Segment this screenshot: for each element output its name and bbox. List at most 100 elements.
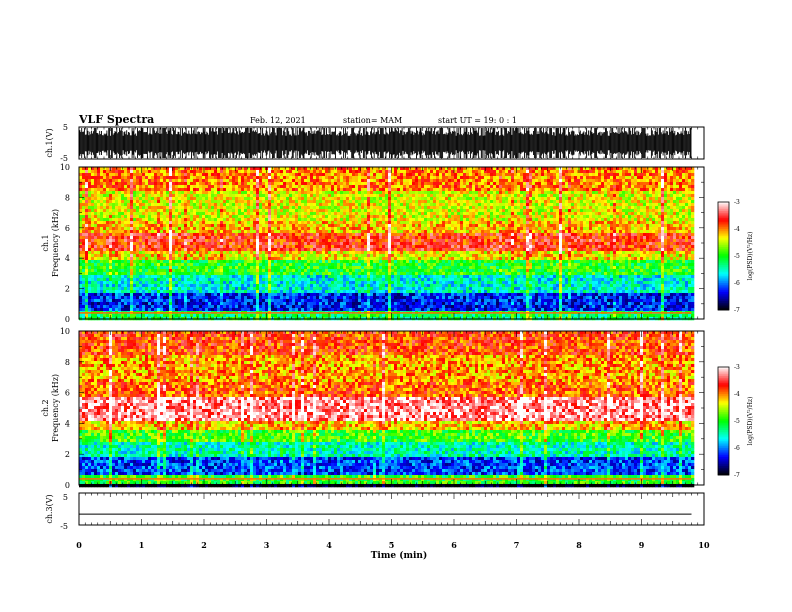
- spectrogram-cell: [247, 230, 251, 234]
- spectrogram-cell: [91, 248, 95, 252]
- spectrogram-cell: [184, 263, 188, 267]
- spectrogram-cell: [295, 245, 299, 249]
- spectrogram-cell: [154, 191, 158, 195]
- spectrogram-cell: [304, 278, 308, 282]
- spectrogram-cell: [235, 242, 239, 246]
- spectrogram-cell: [217, 290, 221, 294]
- spectrogram-cell: [94, 290, 98, 294]
- spectrogram-cell: [259, 233, 263, 237]
- spectrogram-cell: [238, 314, 242, 318]
- spectrogram-cell: [304, 215, 308, 219]
- spectrogram-cell: [97, 305, 101, 309]
- spectrogram-cell: [262, 236, 266, 240]
- spectrogram-cell: [313, 236, 317, 240]
- spectrogram-cell: [136, 263, 140, 267]
- spectrogram-cell: [238, 200, 242, 204]
- spectrogram-cell: [283, 308, 287, 312]
- spectrogram-cell: [292, 248, 296, 252]
- spectrogram-cell: [250, 176, 254, 180]
- spectrogram-cell: [244, 176, 248, 180]
- spectrogram-cell: [217, 170, 221, 174]
- spectrogram-cell: [112, 206, 116, 210]
- spectrogram-cell: [229, 278, 233, 282]
- spectrogram-cell: [265, 185, 269, 189]
- spectrogram-cell: [187, 233, 191, 237]
- spectrogram-cell: [229, 239, 233, 243]
- spectrogram-cell: [253, 275, 257, 279]
- spectrogram-cell: [166, 194, 170, 198]
- spectrogram-cell: [304, 212, 308, 216]
- spectrogram-cell: [241, 197, 245, 201]
- spectrogram-cell: [127, 248, 131, 252]
- spectrogram-cell: [241, 200, 245, 204]
- spectrogram-cell: [268, 269, 272, 273]
- spectrogram-cell: [139, 239, 143, 243]
- spectrogram-cell: [271, 218, 275, 222]
- spectrogram-cell: [220, 296, 224, 300]
- spectrogram-cell: [247, 203, 251, 207]
- spectrogram-cell: [289, 254, 293, 258]
- spectrogram-cell: [253, 197, 257, 201]
- spectrogram-cell: [211, 227, 215, 231]
- spectrogram-cell: [202, 176, 206, 180]
- spectrogram-cell: [226, 314, 230, 318]
- spectrogram-cell: [169, 299, 173, 303]
- spectrogram-cell: [106, 257, 110, 261]
- spectrogram-cell: [244, 293, 248, 297]
- spectrogram-cell: [244, 170, 248, 174]
- spectrogram-cell: [184, 308, 188, 312]
- spectrogram-cell: [247, 251, 251, 255]
- spectrogram-cell: [139, 242, 143, 246]
- spectrogram-cell: [313, 290, 317, 294]
- spectrogram-cell: [88, 236, 92, 240]
- spectrogram-cell: [91, 275, 95, 279]
- spectrogram-cell: [241, 299, 245, 303]
- spectrogram-cell: [208, 266, 212, 270]
- spectrogram-cell: [127, 257, 131, 261]
- spectrogram-cell: [187, 269, 191, 273]
- spectrogram-cell: [286, 191, 290, 195]
- spectrogram-cell: [133, 299, 137, 303]
- spectrogram-cell: [100, 191, 104, 195]
- spectrogram-cell: [199, 242, 203, 246]
- spectrogram-cell: [286, 302, 290, 306]
- spectrogram-cell: [193, 215, 197, 219]
- spectrogram-cell: [277, 224, 281, 228]
- spectrogram-cell: [265, 269, 269, 273]
- spectrogram-cell: [169, 206, 173, 210]
- spectrogram-cell: [184, 185, 188, 189]
- spectrogram-cell: [313, 287, 317, 291]
- spectrogram-cell: [310, 167, 314, 171]
- spectrogram-cell: [154, 296, 158, 300]
- spectrogram-cell: [139, 296, 143, 300]
- spectrogram-cell: [262, 269, 266, 273]
- spectrogram-cell: [130, 299, 134, 303]
- spectrogram-cell: [241, 254, 245, 258]
- spectrogram-cell: [256, 284, 260, 288]
- spectrogram-cell: [178, 206, 182, 210]
- spectrogram-cell: [181, 182, 185, 186]
- spectrogram-cell: [154, 212, 158, 216]
- spectrogram-cell: [151, 302, 155, 306]
- spectrogram-cell: [139, 299, 143, 303]
- spectrogram-cell: [79, 212, 83, 216]
- spectrogram-cell: [253, 254, 257, 258]
- spectrogram-cell: [88, 299, 92, 303]
- spectrogram-cell: [205, 269, 209, 273]
- spectrogram-cell: [175, 197, 179, 201]
- spectrogram-cell: [88, 233, 92, 237]
- spectrogram-cell: [181, 263, 185, 267]
- spectrogram-cell: [307, 257, 311, 261]
- spectrogram-cell: [217, 275, 221, 279]
- spectrogram-cell: [226, 251, 230, 255]
- spectrogram-cell: [256, 308, 260, 312]
- spectrogram-cell: [271, 308, 275, 312]
- spectrogram-cell: [220, 266, 224, 270]
- spectrogram-cell: [313, 167, 317, 171]
- spectrogram-cell: [175, 179, 179, 183]
- spectrogram-cell: [202, 281, 206, 285]
- spectrogram-cell: [220, 191, 224, 195]
- spectrogram-cell: [223, 287, 227, 291]
- spectrogram-cell: [232, 224, 236, 228]
- spectrogram-cell: [259, 218, 263, 222]
